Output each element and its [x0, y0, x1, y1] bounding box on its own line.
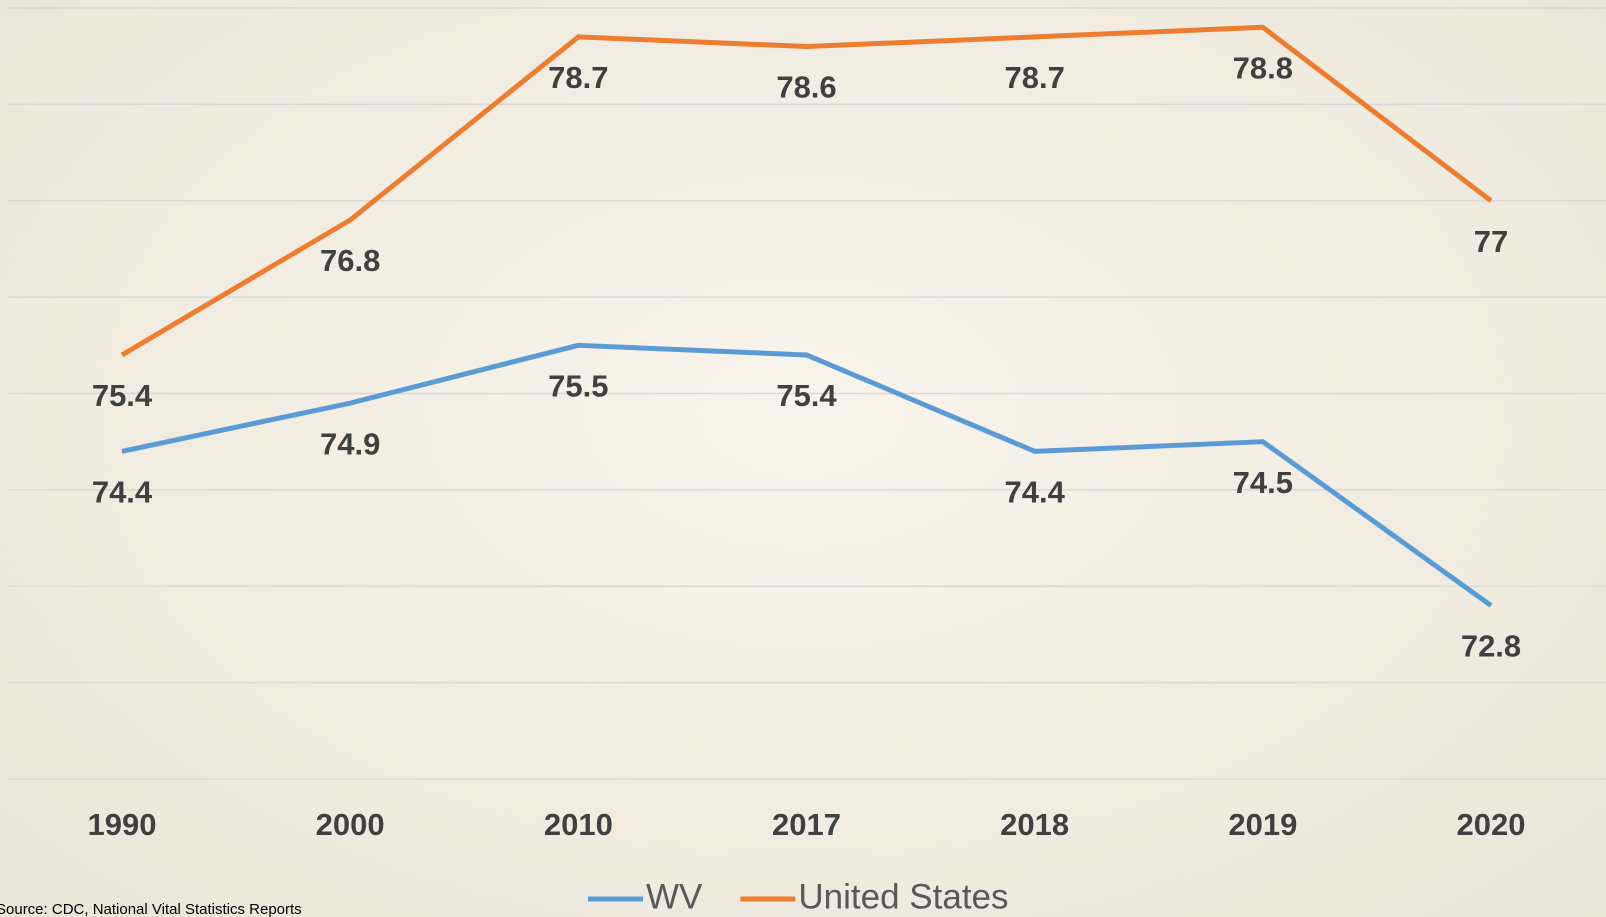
- legend-label: WV: [646, 877, 703, 916]
- data-label: 74.4: [92, 475, 153, 510]
- x-tick-label: 2000: [316, 807, 385, 842]
- x-tick-label: 1990: [88, 807, 157, 842]
- legend-label: United States: [798, 877, 1008, 916]
- x-tick-label: 2020: [1457, 807, 1526, 842]
- data-label: 75.4: [92, 378, 153, 413]
- x-tick-label: 2019: [1228, 807, 1297, 842]
- source-note: Source: CDC, National Vital Statistics R…: [0, 901, 302, 917]
- chart: Source: CDC, National Vital Statistics R…: [0, 0, 1606, 917]
- x-tick-label: 2010: [544, 807, 613, 842]
- data-label: 74.5: [1233, 465, 1293, 500]
- data-label: 78.6: [776, 70, 836, 105]
- data-label: 78.8: [1233, 50, 1293, 85]
- page: Source: CDC, National Vital Statistics R…: [0, 0, 1606, 917]
- x-tick-label: 2018: [1000, 807, 1069, 842]
- data-label: 77: [1474, 224, 1508, 259]
- data-label: 78.7: [548, 60, 608, 95]
- data-label: 72.8: [1461, 629, 1521, 664]
- data-label: 78.7: [1004, 60, 1064, 95]
- data-label: 76.8: [320, 243, 380, 278]
- x-tick-label: 2017: [772, 807, 841, 842]
- data-label: 75.4: [776, 378, 837, 413]
- data-label: 74.9: [320, 426, 380, 461]
- data-label: 75.5: [548, 369, 608, 404]
- data-label: 74.4: [1004, 475, 1065, 510]
